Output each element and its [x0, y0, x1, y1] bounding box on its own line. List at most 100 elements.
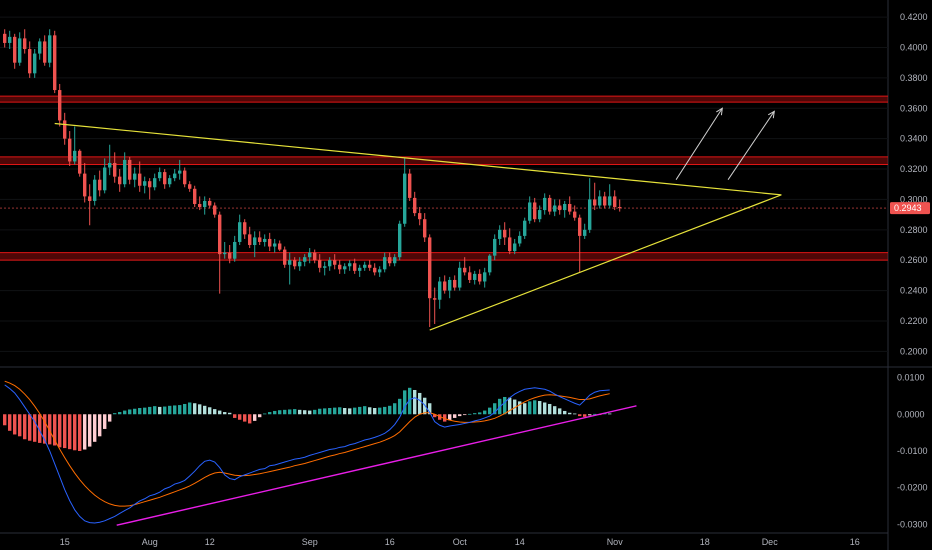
time-tick-label: 18	[700, 537, 710, 547]
price-tick-label: 0.3200	[900, 164, 928, 174]
macd-histogram-bar	[528, 401, 532, 415]
macd-histogram-bar	[63, 414, 67, 449]
macd-histogram-bar	[523, 403, 527, 415]
macd-histogram-bar	[113, 413, 117, 415]
macd-histogram-bar	[118, 412, 122, 415]
macd-histogram-bar	[338, 407, 342, 415]
current-price-tag: 0.2943	[890, 202, 930, 215]
macd-histogram-bar	[38, 414, 42, 443]
candle-body	[503, 229, 507, 238]
macd-histogram-bar	[248, 414, 252, 424]
candle-body	[573, 211, 577, 218]
macd-histogram-bar	[408, 387, 412, 415]
macd-tick-label: -0.0300	[897, 519, 928, 529]
candle-body	[613, 196, 617, 208]
price-tick-label: 0.2200	[900, 316, 928, 326]
candle-body	[213, 205, 217, 215]
candle-body	[248, 234, 252, 246]
candle-body	[398, 223, 402, 258]
macd-histogram-bar	[443, 414, 447, 422]
candle-body	[228, 252, 232, 259]
macd-histogram-bar	[483, 410, 487, 415]
price-tick-label: 0.4000	[900, 43, 928, 53]
candle-body	[603, 196, 607, 206]
macd-histogram-bar	[258, 414, 262, 418]
macd-histogram-bar	[103, 414, 107, 429]
macd-histogram-bar	[348, 408, 352, 415]
macd-histogram-bar	[463, 414, 467, 416]
macd-pane[interactable]	[3, 380, 637, 526]
candle-body	[223, 252, 227, 255]
candle-body	[548, 197, 552, 212]
macd-histogram-bar	[358, 406, 362, 415]
candle-body	[383, 257, 387, 270]
time-tick-label: 14	[515, 537, 525, 547]
candle-body	[588, 199, 592, 230]
macd-histogram-bar	[263, 413, 267, 415]
macd-histogram-bar	[193, 403, 197, 415]
macd-histogram-bar	[188, 402, 192, 415]
candle-body	[448, 279, 452, 291]
macd-histogram-bar	[213, 409, 217, 415]
macd-histogram-bar	[83, 414, 87, 450]
candle-body	[258, 237, 262, 242]
macd-histogram-bar	[448, 414, 452, 421]
candle-body	[483, 272, 487, 282]
macd-histogram-bar	[183, 403, 187, 415]
candle-body	[88, 196, 92, 201]
candle-body	[128, 159, 132, 180]
candle-body	[393, 257, 397, 264]
candle-body	[278, 243, 282, 250]
candle-body	[78, 150, 82, 174]
price-tick-label: 0.2800	[900, 225, 928, 235]
candle-body	[298, 261, 302, 267]
candle-body	[338, 264, 342, 270]
macd-axis[interactable]: 0.0100 0.0000 -0.0100 -0.0200 -0.0300	[897, 373, 928, 530]
candle-body	[188, 184, 192, 189]
candle-body	[198, 203, 202, 208]
macd-histogram-bar	[433, 414, 437, 418]
macd-histogram-bar	[73, 414, 77, 451]
macd-histogram-bar	[273, 410, 277, 415]
time-axis[interactable]: 15 Aug 12 Sep 16 Oct 14 Nov 18 Dec 16	[60, 537, 860, 547]
macd-histogram-bar	[33, 414, 37, 442]
macd-histogram-bar	[493, 403, 497, 415]
macd-histogram-bar	[438, 414, 442, 420]
time-tick-label: 15	[60, 537, 70, 547]
macd-tick-label: -0.0200	[897, 483, 928, 493]
resistance-zone	[0, 156, 888, 165]
macd-histogram-bar	[298, 409, 302, 415]
price-axis[interactable]: 0.4200 0.4000 0.3800 0.3600 0.3400 0.3200 0.30…	[900, 12, 928, 356]
candle-body	[438, 281, 442, 300]
candle-body	[63, 120, 67, 139]
candle-body	[538, 210, 542, 220]
macd-histogram-bar	[133, 408, 137, 415]
candle-body	[283, 249, 287, 265]
candle-body	[173, 173, 177, 179]
macd-histogram-bar	[243, 414, 247, 422]
macd-line	[4, 384, 610, 524]
macd-histogram-bar	[288, 409, 292, 415]
macd-histogram-bar	[308, 410, 312, 415]
candle-body	[563, 203, 567, 211]
macd-histogram-bar	[388, 405, 392, 415]
resistance-zone	[0, 252, 888, 261]
price-tick-label: 0.3800	[900, 73, 928, 83]
macd-histogram-bar	[503, 396, 507, 415]
price-pane[interactable]	[0, 16, 888, 352]
macd-histogram-bar	[588, 414, 592, 416]
candle-body	[313, 252, 317, 261]
macd-histogram-bar	[383, 406, 387, 415]
macd-histogram-bar	[238, 414, 242, 420]
candle-body	[348, 263, 352, 267]
macd-tick-label: -0.0100	[897, 446, 928, 456]
candle-body	[423, 219, 427, 238]
candle-body	[268, 238, 272, 247]
candle-body	[618, 207, 622, 209]
candle-body	[263, 238, 267, 242]
candle-body	[403, 173, 407, 224]
candle-body	[153, 178, 157, 188]
macd-histogram-bar	[553, 406, 557, 415]
macd-histogram-bar	[573, 413, 577, 415]
